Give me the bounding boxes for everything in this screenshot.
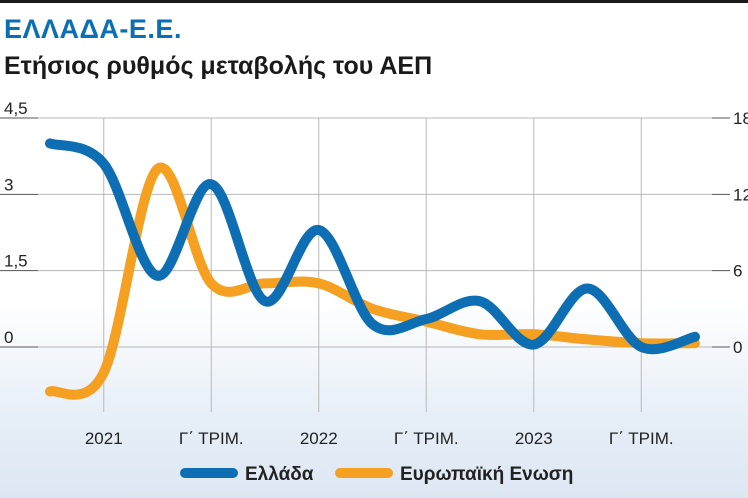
y-left-tick-label: 1,5 (4, 252, 28, 271)
x-tick-label: 2023 (515, 429, 553, 448)
y-right-tick-label: 12 (733, 185, 748, 204)
y-right-tick-label: 0 (733, 338, 742, 357)
chart-subtitle: Ετήσιος ρυθμός μεταβολής του ΑΕΠ (4, 52, 433, 80)
y-left-tick-label: 3 (4, 175, 13, 194)
y-right-tick-label: 18 (733, 109, 748, 128)
x-tick-label: Γ΄ ΤΡΙΜ. (394, 429, 459, 448)
y-left-tick-label: 0 (4, 328, 13, 347)
series-line-greece (45, 138, 700, 355)
chart-title: ΕΛΛΑΔΑ-Ε.Ε. (4, 14, 182, 44)
y-left-tick-label: 4,5 (4, 99, 28, 118)
x-tick-label: Γ΄ ΤΡΙΜ. (609, 429, 674, 448)
series-line-eu (45, 162, 700, 400)
y-right-tick-label: 6 (733, 262, 742, 281)
x-tick-label: Γ΄ ΤΡΙΜ. (179, 429, 244, 448)
top-rule (0, 0, 748, 3)
legend-item-eu-label: Ευρωπαϊκή Ενωση (400, 464, 573, 485)
x-tick-label: 2022 (300, 429, 338, 448)
x-tick-label: 2021 (85, 429, 123, 448)
legend-item-greece-label: Ελλάδα (245, 464, 314, 485)
